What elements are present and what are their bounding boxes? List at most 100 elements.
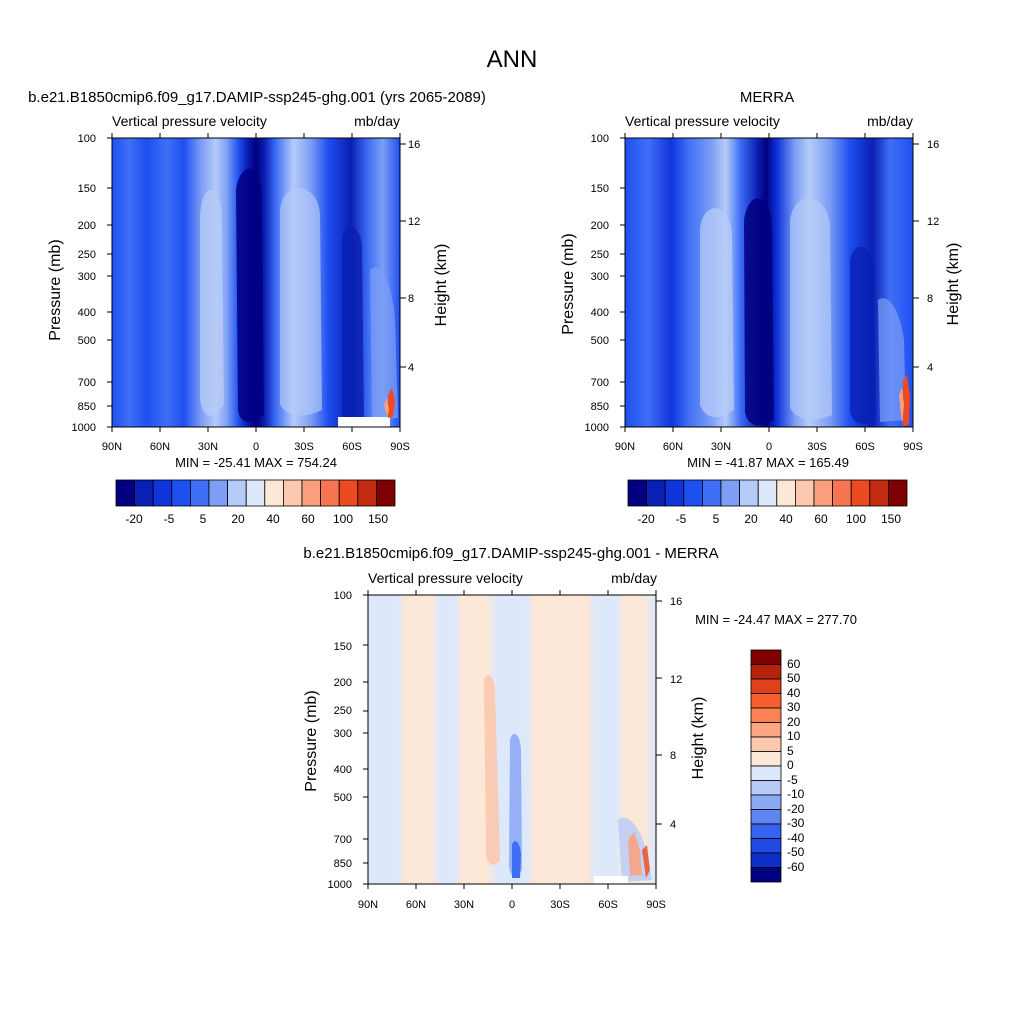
panel-difference-title: b.e21.B1850cmip6.f09_g17.DAMIP-ssp245-gh…	[303, 545, 718, 562]
panel-difference-stats: MIN = -24.47 MAX = 277.70	[695, 612, 857, 627]
y-tick-label: 500	[591, 335, 609, 347]
colorbar-box	[813, 479, 834, 507]
x-tick-label: 60S	[342, 441, 362, 453]
panel-merra-contour-field	[624, 137, 914, 428]
x-tick-label: 60N	[406, 899, 426, 911]
y-right-tick-label: 16	[408, 139, 420, 151]
y-tick-label: 100	[334, 590, 352, 602]
panel-merra-x-axis: 90N 60N 30N 0 30S 60S 90S	[615, 441, 923, 453]
colorbar-label: 150	[881, 512, 901, 526]
colorbar-box	[750, 780, 782, 796]
y-tick-label: 200	[591, 220, 609, 232]
panel-merra-y-axis: Pressure (mb) 100 150 200 250 300 400 50…	[560, 133, 609, 434]
y-tick-label: 300	[334, 728, 352, 740]
colorbar-label: 5	[787, 744, 794, 758]
panel-model-ylabel-right: Height (km)	[433, 244, 450, 327]
colorbar-box	[683, 479, 703, 507]
colorbar-box	[750, 751, 782, 767]
y-tick-label: 700	[591, 377, 609, 389]
y-right-tick-label: 4	[670, 819, 676, 831]
colorbar-box	[264, 479, 284, 507]
colorbar-label: 60	[301, 512, 315, 526]
y-tick-label: 1000	[328, 879, 352, 891]
colorbar-label: 30	[787, 700, 801, 714]
colorbar-box	[171, 479, 191, 507]
colorbar-box	[739, 479, 759, 507]
colorbar-box	[750, 823, 782, 839]
x-tick-label: 90S	[390, 441, 410, 453]
colorbar-label: 20	[787, 715, 801, 729]
y-tick-label: 300	[78, 271, 96, 283]
y-right-tick-label: 12	[408, 216, 420, 228]
x-tick-label: 30N	[454, 899, 474, 911]
y-tick-label: 700	[334, 834, 352, 846]
colorbar-box	[750, 707, 782, 723]
panel-difference-y-right-axis: Height (km) 16 12 8 4	[670, 596, 707, 831]
x-tick-label: 60N	[150, 441, 170, 453]
y-right-tick-label: 8	[408, 293, 414, 305]
colorbar-label: 100	[846, 512, 866, 526]
axis-ticks	[363, 590, 662, 889]
colorbar-label: 50	[787, 671, 801, 685]
colorbar-box	[664, 479, 685, 507]
colorbar-box	[750, 664, 782, 680]
x-tick-label: 30S	[807, 441, 827, 453]
colorbar-box	[134, 479, 154, 507]
colorbar-label: -20	[637, 512, 655, 526]
y-right-tick-label: 16	[927, 139, 939, 151]
colorbar-box	[750, 693, 782, 709]
y-right-tick-label: 8	[670, 750, 676, 762]
panel-model-x-axis: 90N 60N 30N 0 30S 60S 90S	[102, 441, 410, 453]
y-tick-label: 200	[78, 220, 96, 232]
x-tick-label: 90S	[646, 899, 666, 911]
y-tick-label: 100	[78, 133, 96, 145]
colorbar-box	[850, 479, 871, 507]
panel-model: b.e21.B1850cmip6.f09_g17.DAMIP-ssp245-gh…	[28, 89, 486, 526]
colorbar-box	[282, 479, 303, 507]
colorbar-label: 5	[200, 512, 207, 526]
colorbar-label: -20	[125, 512, 143, 526]
panel-difference-y-axis: Pressure (mb) 100 150 200 250 300 400 50…	[303, 590, 352, 891]
y-tick-label: 250	[591, 249, 609, 261]
panel-merra-title: MERRA	[740, 89, 794, 106]
colorbar-box	[152, 479, 173, 507]
colorbar-label: -60	[787, 860, 805, 874]
colorbar-box	[750, 867, 782, 883]
y-right-tick-label: 4	[927, 362, 933, 374]
panel-difference-colorbar: 60 50 40 30 20 10 5 0 -5 -10 -20 -30 -40…	[750, 649, 805, 883]
panel-merra-ylabel: Pressure (mb)	[560, 233, 577, 334]
y-tick-label: 400	[591, 307, 609, 319]
y-tick-label: 850	[78, 401, 96, 413]
colorbar-boxes	[627, 479, 908, 507]
colorbar-label: 100	[333, 512, 353, 526]
x-tick-label: 30N	[198, 441, 218, 453]
colorbar-boxes	[115, 479, 396, 507]
colorbar-boxes	[750, 649, 782, 883]
colorbar-box	[832, 479, 852, 507]
x-tick-label: 60N	[663, 441, 683, 453]
y-tick-label: 400	[78, 307, 96, 319]
colorbar-box	[115, 479, 136, 507]
y-tick-label: 150	[334, 641, 352, 653]
colorbar-box	[357, 479, 377, 507]
x-tick-label: 0	[766, 441, 772, 453]
panel-merra-ylabel-right: Height (km)	[945, 243, 962, 326]
y-tick-label: 500	[334, 792, 352, 804]
colorbar-label: 40	[266, 512, 280, 526]
x-tick-label: 0	[509, 899, 515, 911]
x-tick-label: 30N	[711, 441, 731, 453]
colorbar-box	[627, 479, 648, 507]
colorbar-label: 60	[814, 512, 828, 526]
y-tick-label: 1000	[585, 422, 609, 434]
y-right-tick-label: 8	[927, 293, 933, 305]
colorbar-box	[776, 479, 796, 507]
colorbar-label: 40	[779, 512, 793, 526]
x-tick-label: 90N	[102, 441, 122, 453]
panel-model-contour-field	[111, 137, 401, 428]
panel-model-stats: MIN = -25.41 MAX = 754.24	[175, 455, 337, 470]
colorbar-box	[301, 479, 322, 507]
colorbar-label: -5	[787, 773, 798, 787]
y-tick-label: 850	[591, 401, 609, 413]
colorbar-label: -40	[787, 831, 805, 845]
colorbar-box	[750, 809, 782, 825]
